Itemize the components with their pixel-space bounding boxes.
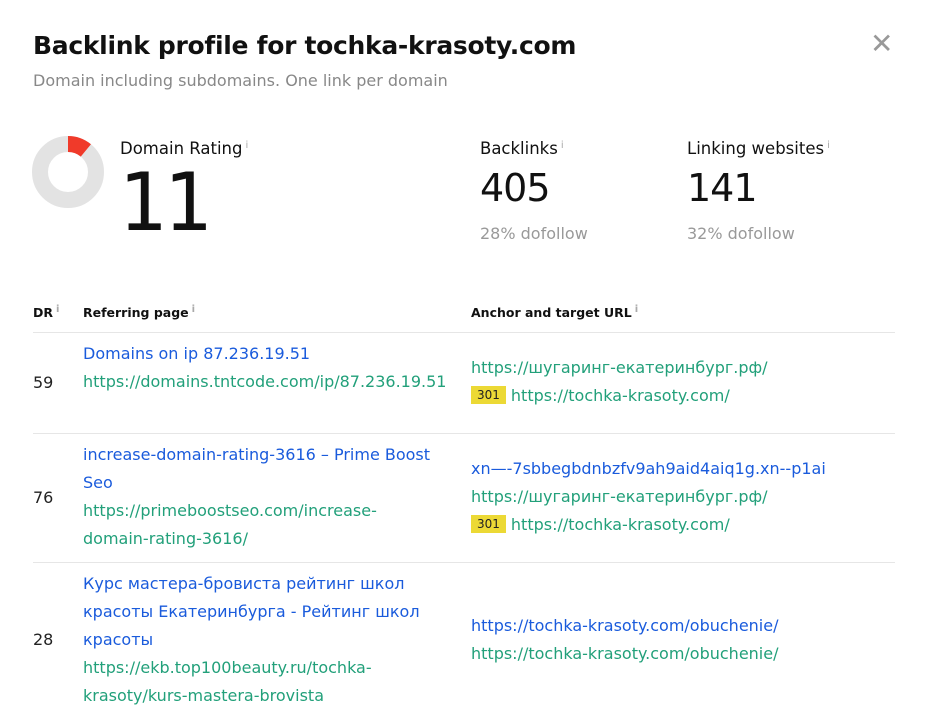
referring-page-url[interactable]: https://ekb.top100beauty.ru/tochka-kraso… [83, 658, 372, 705]
linking-websites-dofollow: 32% dofollow [687, 224, 795, 243]
divider [33, 433, 895, 434]
dialog-subtitle: Domain including subdomains. One link pe… [33, 71, 448, 90]
redirect-badge: 301 [471, 515, 506, 533]
linking-websites-label: Linking websites i [687, 139, 830, 158]
domain-rating-label: Domain Rating i [120, 139, 249, 158]
target-url[interactable]: https://tochka-krasoty.com/ [510, 386, 730, 405]
anchor-url[interactable]: https://шугаринг-екатеринбург.рф/ [471, 358, 768, 377]
referring-page-url[interactable]: https://primeboostseo.com/increase-domai… [83, 501, 377, 548]
divider [33, 562, 895, 563]
backlinks-value[interactable]: 405 [480, 166, 551, 210]
close-icon[interactable]: ✕ [870, 27, 894, 60]
divider [33, 332, 895, 333]
backlinks-label: Backlinks i [480, 139, 564, 158]
table-row-referring: Domains on ip 87.236.19.51 https://domai… [83, 340, 458, 396]
table-row-anchor: https://tochka-krasoty.com/obuchenie/ ht… [471, 612, 778, 668]
table-row-referring: Курс мастера-бровиста рейтинг школ красо… [83, 570, 448, 710]
anchor-url[interactable]: https://шугаринг-екатеринбург.рф/ [471, 487, 768, 506]
backlinks-dofollow: 28% dofollow [480, 224, 588, 243]
row-dr: 28 [33, 630, 54, 649]
anchor-url[interactable]: https://tochka-krasoty.com/obuchenie/ [471, 644, 779, 663]
table-row-referring: increase-domain-rating-3616 – Prime Boos… [83, 441, 463, 553]
redirect-badge: 301 [471, 386, 506, 404]
row-dr: 59 [33, 373, 54, 392]
dialog-title: Backlink profile for tochka-krasoty.com [33, 31, 577, 60]
info-icon[interactable]: i [560, 139, 564, 151]
domain-rating-gauge [32, 136, 104, 208]
info-icon[interactable]: i [56, 304, 60, 315]
table-row-anchor: https://шугаринг-екатеринбург.рф/ 301 htt… [471, 354, 768, 410]
table-row-anchor: xn—-7sbbegbdnbzfv9ah9aid4aiq1g.xn--p1ai … [471, 455, 826, 539]
row-dr: 76 [33, 488, 54, 507]
linking-websites-value[interactable]: 141 [687, 166, 758, 210]
gauge-track [32, 136, 104, 208]
anchor-text[interactable]: https://tochka-krasoty.com/obuchenie/ [471, 616, 779, 635]
gauge-fill [32, 136, 104, 208]
referring-page-title[interactable]: Domains on ip 87.236.19.51 [83, 344, 311, 363]
domain-rating-value: 11 [118, 156, 211, 249]
info-icon[interactable]: i [191, 304, 196, 315]
column-header-anchor: Anchor and target URL i [471, 304, 639, 321]
column-header-dr: DR i [33, 304, 60, 321]
anchor-text[interactable]: xn—-7sbbegbdnbzfv9ah9aid4aiq1g.xn--p1ai [471, 459, 826, 478]
info-icon[interactable]: i [245, 139, 249, 151]
column-header-referring-page: Referring page i [83, 304, 196, 321]
target-url[interactable]: https://tochka-krasoty.com/ [510, 515, 730, 534]
referring-page-title[interactable]: increase-domain-rating-3616 – Prime Boos… [83, 445, 431, 492]
info-icon[interactable]: i [827, 139, 830, 151]
info-icon[interactable]: i [634, 304, 639, 315]
referring-page-url[interactable]: https://domains.tntcode.com/ip/87.236.19… [83, 372, 447, 391]
referring-page-title[interactable]: Курс мастера-бровиста рейтинг школ красо… [83, 574, 420, 649]
